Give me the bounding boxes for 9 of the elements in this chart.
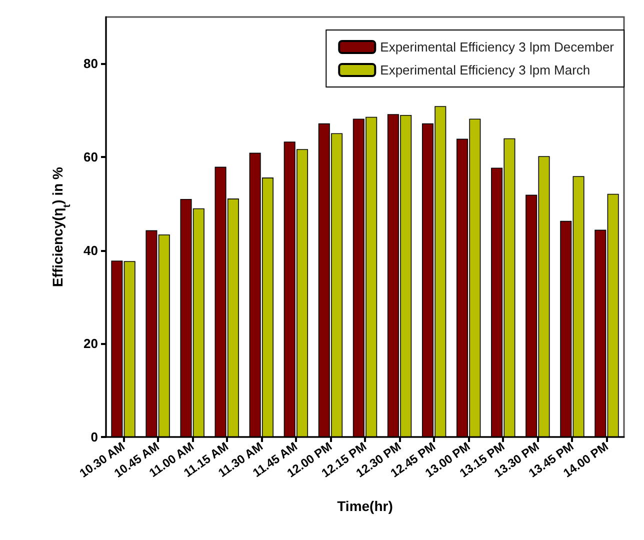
x-axis-title: Time(hr) (337, 498, 393, 514)
y-tick-label: 20 (84, 336, 98, 352)
y-tick-label: 40 (84, 242, 98, 258)
y-axis-title: Efficiency(ηt) in % (50, 166, 74, 288)
legend-label: Experimental Efficiency 3 lpm March (380, 62, 590, 78)
legend-label: Experimental Efficiency 3 lpm December (380, 40, 615, 54)
y-tick-label: 0 (90, 430, 98, 444)
y-tick-label: 60 (84, 150, 98, 164)
y-tick-label: 80 (84, 56, 98, 72)
